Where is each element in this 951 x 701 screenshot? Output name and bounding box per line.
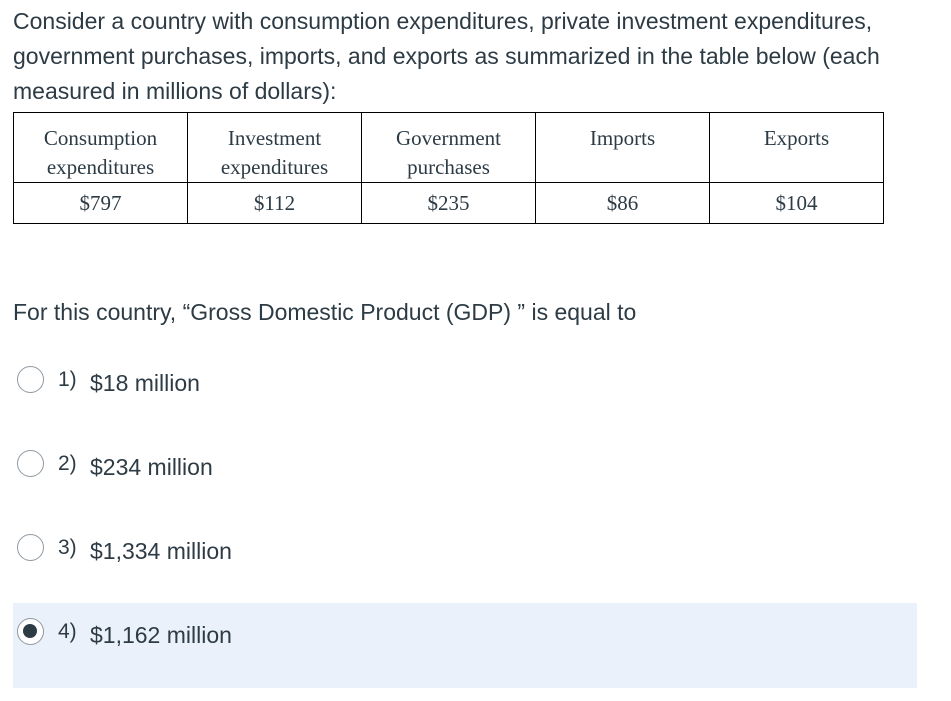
header-label: Imports (589, 126, 656, 150)
header-label: Exports (763, 126, 830, 150)
cell-government: $235 (361, 182, 536, 224)
option-label: $18 million (90, 370, 200, 396)
header-label: Investment expenditures (220, 126, 329, 179)
option-number: 4) (58, 620, 77, 643)
header-label: Government purchases (396, 126, 501, 179)
table-header-row: Consumption expenditures Investment expe… (13, 112, 884, 183)
radio-button[interactable] (17, 450, 44, 477)
table-row: $797 $112 $235 $86 $104 (13, 182, 884, 224)
radio-button[interactable] (17, 534, 44, 561)
answer-option-4[interactable]: 4) $1,162 million (13, 603, 917, 688)
option-label: $1,162 million (90, 622, 232, 648)
cell-investment: $112 (187, 182, 362, 224)
option-number: 3) (58, 536, 77, 559)
question-prompt: For this country, “Gross Domestic Produc… (13, 299, 637, 325)
header-imports: Imports (535, 112, 710, 183)
cell-exports: $104 (709, 182, 884, 224)
option-number: 1) (58, 368, 77, 391)
radio-button[interactable] (17, 366, 44, 393)
cell-imports: $86 (535, 182, 710, 224)
header-consumption: Consumption expenditures (13, 112, 188, 183)
answer-option-1[interactable]: 1) $18 million (13, 351, 917, 436)
radio-button[interactable] (17, 618, 44, 645)
header-government: Government purchases (361, 112, 536, 183)
answer-option-3[interactable]: 3) $1,334 million (13, 519, 917, 604)
header-investment: Investment expenditures (187, 112, 362, 183)
header-exports: Exports (709, 112, 884, 183)
data-table: Consumption expenditures Investment expe… (13, 112, 884, 224)
option-label: $234 million (90, 454, 213, 480)
answer-option-2[interactable]: 2) $234 million (13, 435, 917, 520)
option-number: 2) (58, 452, 77, 475)
option-label: $1,334 million (90, 538, 232, 564)
header-label: Consumption expenditures (43, 126, 158, 179)
radio-dot-icon (23, 624, 37, 638)
question-text: Consider a country with consumption expe… (13, 8, 880, 104)
cell-consumption: $797 (13, 182, 188, 224)
